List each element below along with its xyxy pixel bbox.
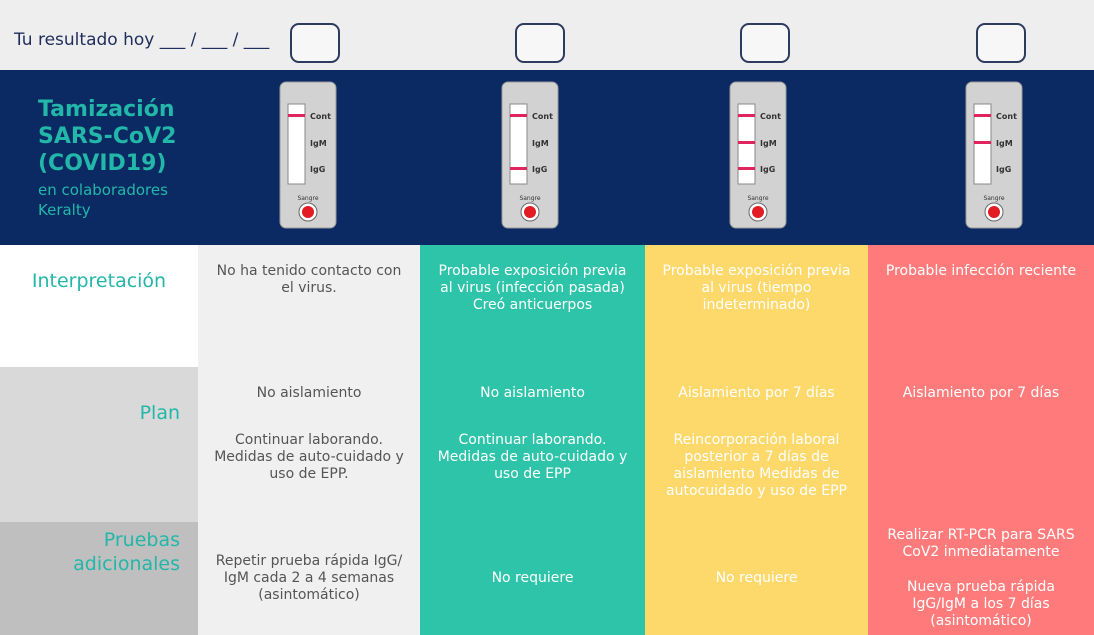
- result-line: [974, 114, 991, 117]
- sample-drop: [988, 206, 1000, 218]
- banner-title: Tamización SARS-CoV2 (COVID19): [38, 96, 176, 177]
- cell-text: Probable exposición previa al virus (inf…: [438, 263, 627, 313]
- title-line: Tamización: [38, 97, 175, 122]
- cell-text: Probable exposición previa al virus (tie…: [662, 263, 851, 313]
- table-cell: No requiere: [420, 522, 645, 635]
- sample-drop: [302, 206, 314, 218]
- result-label: Tu resultado hoy ___ / ___ / ___: [14, 30, 270, 50]
- cell-text: Aislamiento por 7 días: [902, 385, 1060, 401]
- test-cassette: Cont IgM IgG Sangre: [729, 81, 787, 229]
- cell-text: No requiere: [715, 570, 798, 586]
- cell-text: Continuar laborando. Medidas de auto-cui…: [437, 432, 628, 482]
- result-line: [738, 167, 755, 170]
- test-cassette: Cont IgM IgG Sangre: [279, 81, 337, 229]
- result-box[interactable]: [976, 23, 1026, 63]
- result-box[interactable]: [740, 23, 790, 63]
- sample-label: Sangre: [983, 195, 1004, 202]
- title-line: SARS-CoV2: [38, 124, 177, 149]
- sample-drop: [524, 206, 536, 218]
- cell-text: Nueva prueba rápida IgG/IgM a los 7 días…: [907, 579, 1055, 629]
- line-label: IgG: [996, 165, 1011, 174]
- sample-drop: [752, 206, 764, 218]
- result-line: [288, 114, 305, 117]
- result-line: [738, 114, 755, 117]
- table-cell: Repetir prueba rápida IgG/ IgM cada 2 a …: [198, 522, 420, 635]
- line-label: Cont: [760, 112, 781, 121]
- table-cell: Probable exposición previa al virus (inf…: [420, 245, 645, 367]
- test-cassette: Cont IgM IgG Sangre: [965, 81, 1023, 229]
- line-label: IgG: [760, 165, 775, 174]
- cell-text: No aislamiento: [480, 385, 585, 401]
- row-label: Interpretación: [31, 270, 167, 292]
- result-box[interactable]: [515, 23, 565, 63]
- line-label: IgG: [532, 165, 547, 174]
- row-label-cell: [0, 367, 198, 522]
- row-label-cell: [0, 245, 198, 367]
- row-label: Plan: [139, 402, 180, 424]
- line-label: Cont: [532, 112, 553, 121]
- table-cell: Realizar RT-PCR para SARS CoV2 inmediata…: [868, 522, 1094, 635]
- table-cell: No requiere: [645, 522, 868, 635]
- sample-label: Sangre: [747, 195, 768, 202]
- table-cell: No aislamiento Continuar laborando. Medid…: [420, 367, 645, 522]
- result-box[interactable]: [290, 23, 340, 63]
- table-cell: Probable infección reciente: [868, 245, 1094, 367]
- banner-subtitle: en colaboradores Keralty: [38, 180, 168, 220]
- cell-text: No aislamiento: [256, 385, 362, 401]
- cell-text: No ha tenido contacto con el virus.: [216, 263, 402, 296]
- cell-text: Aislamiento por 7 días: [678, 385, 835, 401]
- cell-text: Repetir prueba rápida IgG/ IgM cada 2 a …: [215, 553, 403, 603]
- table-cell: Aislamiento por 7 días: [868, 367, 1094, 522]
- line-label: Cont: [996, 112, 1017, 121]
- cell-text: No requiere: [491, 570, 574, 586]
- table-cell: No ha tenido contacto con el virus.: [198, 245, 420, 367]
- sample-label: Sangre: [297, 195, 318, 202]
- subtitle-line: en colaboradores: [38, 181, 168, 199]
- table-cell: Aislamiento por 7 días Reincorporación la…: [645, 367, 868, 522]
- cassette-window: [509, 103, 528, 185]
- line-label: IgM: [760, 139, 777, 148]
- result-line: [738, 141, 755, 144]
- sample-label: Sangre: [519, 195, 540, 202]
- cell-text: Realizar RT-PCR para SARS CoV2 inmediata…: [887, 527, 1075, 560]
- table-cell: No aislamiento Continuar laborando. Medid…: [198, 367, 420, 522]
- line-label: IgM: [310, 139, 327, 148]
- title-line: (COVID19): [38, 151, 167, 176]
- cell-text: Continuar laborando. Medidas de auto-cui…: [214, 432, 404, 482]
- cell-text: Reincorporación laboral posterior a 7 dí…: [666, 432, 847, 499]
- subtitle-line: Keralty: [38, 201, 91, 219]
- line-label: IgG: [310, 165, 325, 174]
- row-label: Pruebas adicionales: [73, 529, 180, 575]
- line-label: IgM: [532, 139, 549, 148]
- result-line: [510, 167, 527, 170]
- result-line: [974, 141, 991, 144]
- table-cell: Probable exposición previa al virus (tie…: [645, 245, 868, 367]
- row-label-cell: [0, 522, 198, 635]
- line-label: IgM: [996, 139, 1013, 148]
- line-label: Cont: [310, 112, 331, 121]
- result-line: [510, 114, 527, 117]
- cassette-window: [287, 103, 306, 185]
- test-cassette: Cont IgM IgG Sangre: [501, 81, 559, 229]
- cell-text: Probable infección reciente: [885, 263, 1077, 279]
